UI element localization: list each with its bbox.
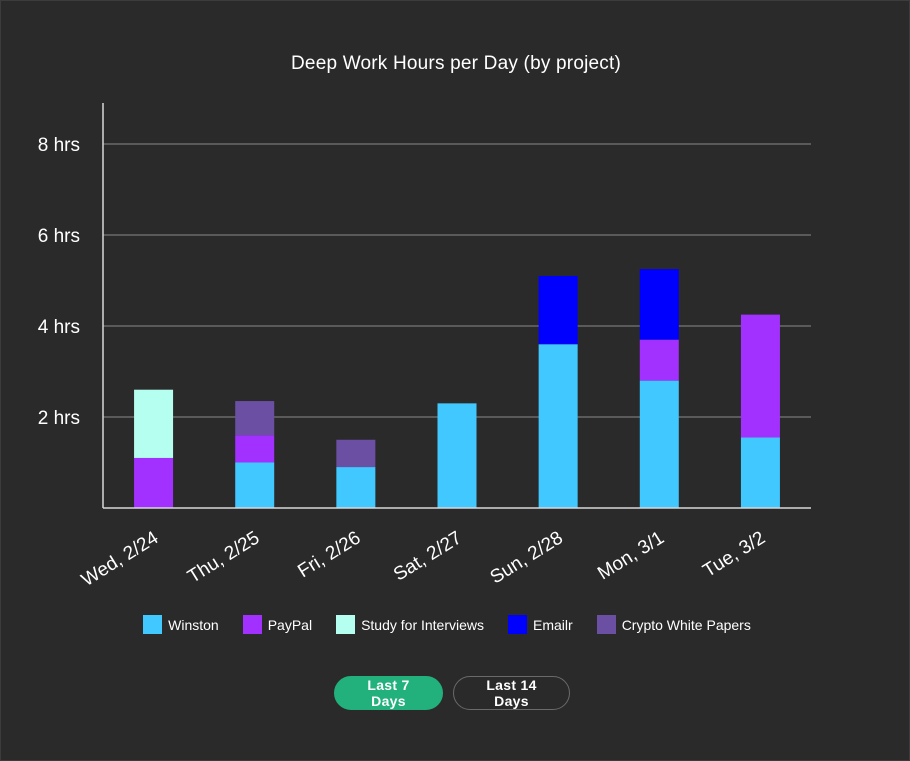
last-7-days-button[interactable]: Last 7 Days (334, 676, 443, 710)
x-tick-label: Mon, 3/1 (594, 527, 668, 584)
bar-study-for-interviews-0[interactable] (134, 389, 174, 458)
chart-legend: Winston PayPal Study for Interviews Emailr C… (1, 615, 893, 634)
bar-winston-5[interactable] (639, 380, 679, 508)
bar-winston-4[interactable] (538, 344, 578, 508)
legend-item-study-for-interviews[interactable]: Study for Interviews (336, 615, 484, 634)
bar-layer (134, 269, 780, 508)
y-tick-label: 6 hrs (38, 226, 80, 247)
legend-label: PayPal (267, 616, 313, 633)
last-14-days-button[interactable]: Last 14 Days (453, 676, 570, 710)
legend-label: Study for Interviews (361, 616, 485, 633)
bar-paypal-6[interactable] (740, 314, 780, 438)
x-tick-label: Tue, 3/2 (699, 527, 769, 581)
x-tick-label: Sun, 2/28 (487, 527, 567, 588)
axis-layer (102, 103, 811, 509)
legend-item-winston[interactable]: Winston (143, 615, 219, 634)
legend-swatch (242, 615, 262, 634)
bar-winston-6[interactable] (740, 437, 780, 508)
chart-title: Deep Work Hours per Day (by project) (291, 53, 621, 74)
legend-label: Emailr (533, 616, 573, 633)
bar-emailr-5[interactable] (639, 269, 679, 340)
legend-item-crypto-white-papers[interactable]: Crypto White Papers (596, 615, 751, 634)
x-tick-label: Sat, 2/27 (390, 527, 466, 585)
bar-paypal-0[interactable] (134, 457, 174, 508)
legend-swatch (596, 615, 616, 634)
bar-crypto-white-papers-2[interactable] (336, 439, 376, 468)
y-tick-label: 8 hrs (38, 135, 80, 156)
bar-winston-1[interactable] (235, 462, 275, 509)
x-tick-label: Fri, 2/26 (294, 527, 364, 582)
bar-winston-2[interactable] (336, 467, 376, 508)
x-tick-label: Wed, 2/24 (78, 527, 163, 591)
range-toggle: Last 7 Days Last 14 Days (1, 676, 903, 710)
stacked-bar-chart: 2 hrs 4 hrs 6 hrs 8 hrs Wed, 2/24 Thu, 2/25 Fr… (38, 103, 811, 591)
bar-crypto-white-papers-1[interactable] (235, 401, 275, 436)
legend-item-emailr[interactable]: Emailr (508, 615, 573, 634)
y-tick-label: 4 hrs (38, 317, 80, 338)
grid-layer (103, 143, 811, 418)
legend-swatch (508, 615, 528, 634)
legend-label: Winston (168, 616, 219, 633)
y-tick-label: 2 hrs (38, 408, 80, 429)
bar-paypal-1[interactable] (235, 435, 275, 463)
bar-paypal-5[interactable] (639, 339, 679, 381)
bar-emailr-4[interactable] (538, 275, 578, 345)
bar-winston-3[interactable] (437, 403, 477, 508)
legend-swatch (143, 615, 163, 634)
legend-swatch (336, 615, 356, 634)
legend-item-paypal[interactable]: PayPal (242, 615, 313, 634)
legend-label: Crypto White Papers (621, 616, 751, 633)
x-tick-label: Thu, 2/25 (184, 527, 263, 587)
